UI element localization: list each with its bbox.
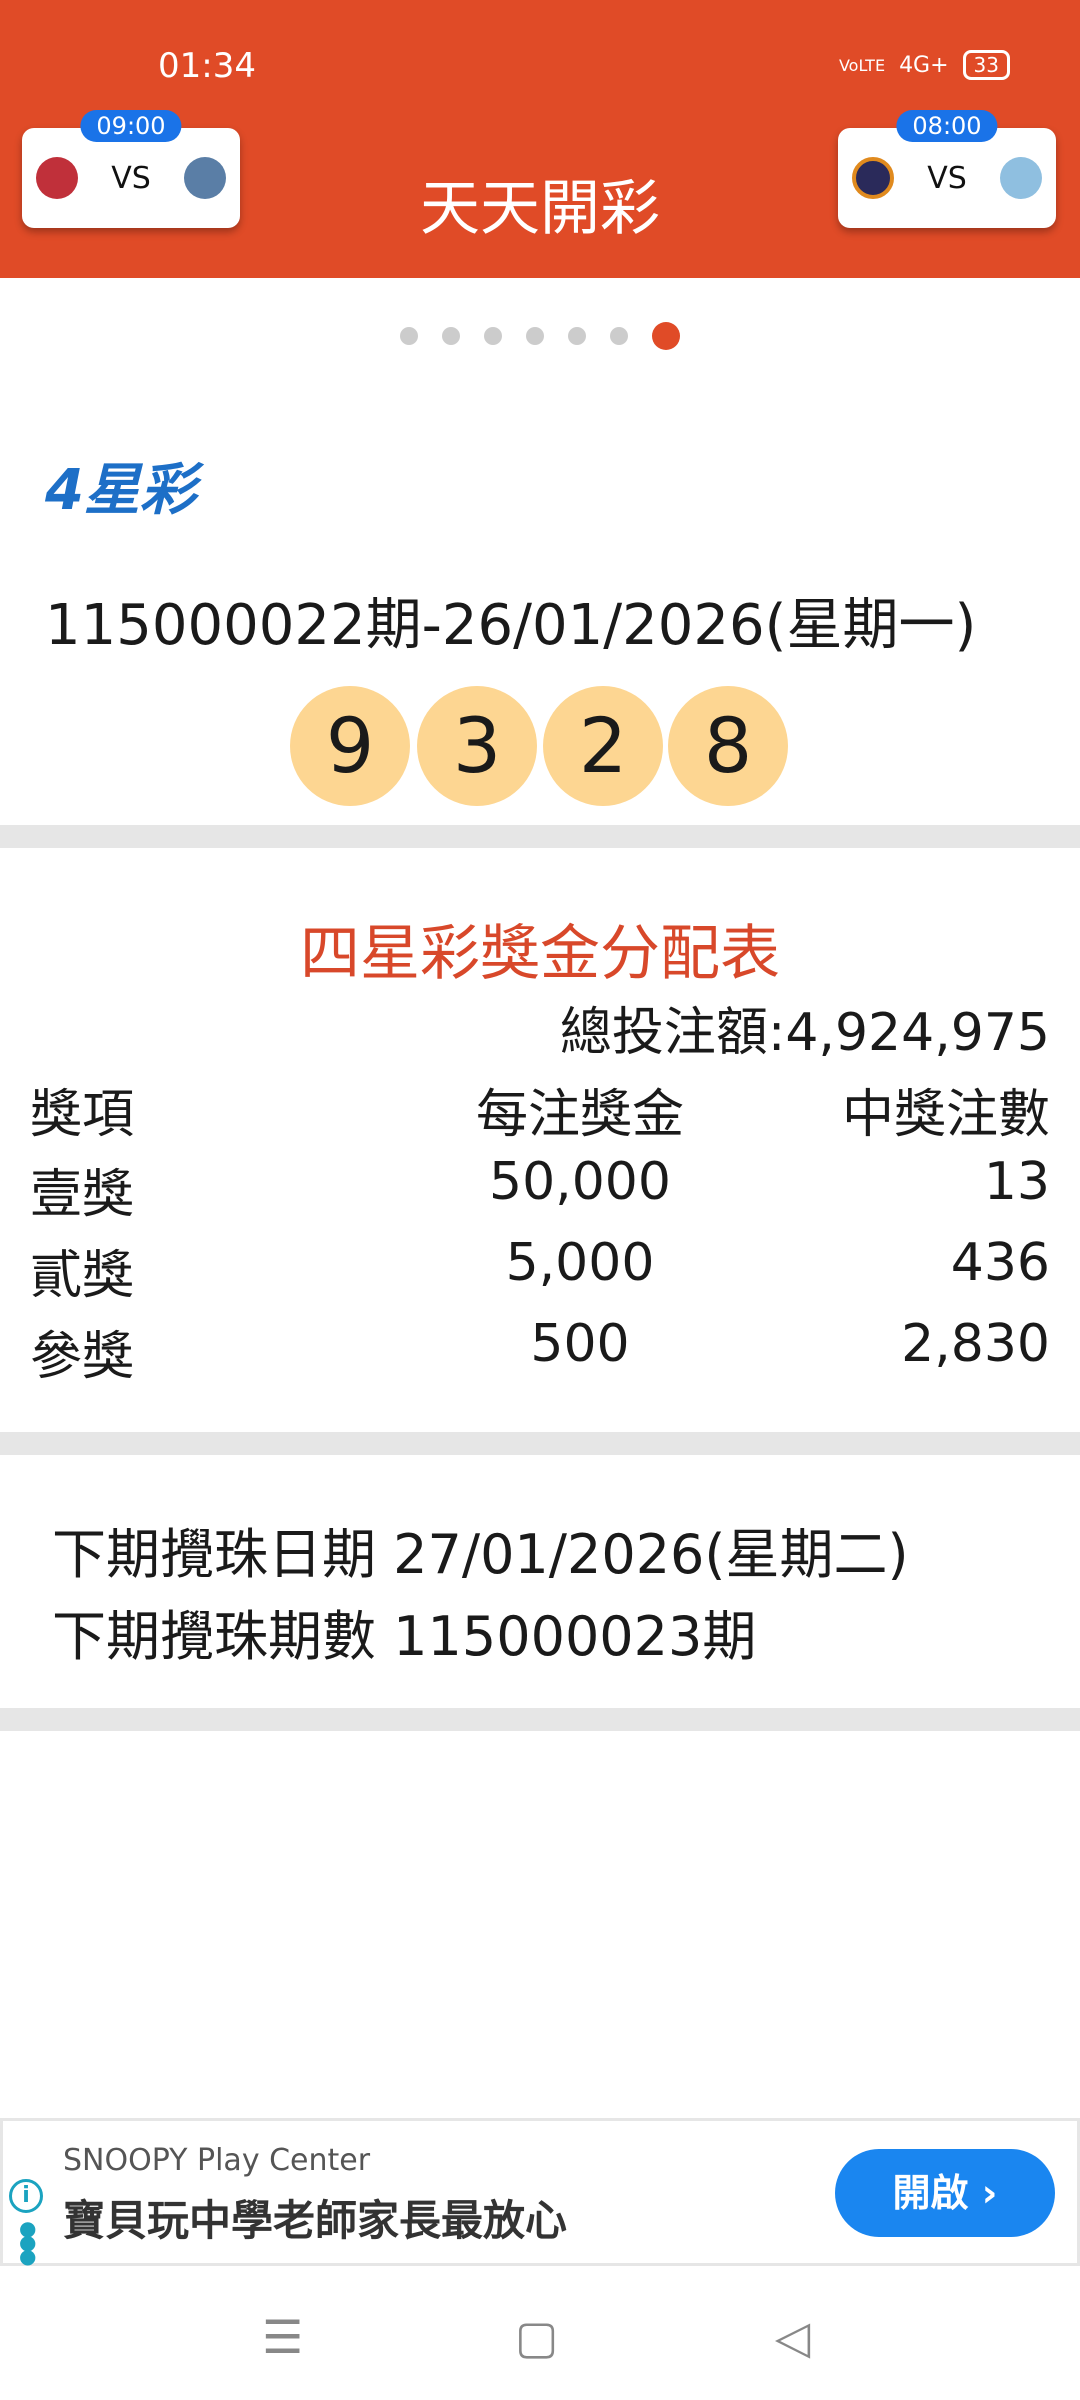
home-icon[interactable]: ▢	[515, 2310, 559, 2364]
header-cell: 中獎注數	[841, 1085, 1050, 1145]
vs-label: VS	[927, 160, 967, 196]
header-cell: 每注獎金	[475, 1085, 684, 1145]
result-ball: 3	[417, 686, 537, 806]
table-row: 參獎 500 2,830	[30, 1314, 1050, 1394]
ad-headline: 寶貝玩中學老師家長最放心	[63, 2196, 568, 2245]
result-ball: 8	[668, 686, 788, 806]
cell: 436	[950, 1233, 1050, 1293]
signal-icon: 4G+	[899, 52, 949, 78]
cell: 參獎	[30, 1327, 135, 1387]
app-header: 01:34 VoLTE 4G+ 33 09:00 VS 天天開彩 08:00 V…	[0, 0, 1080, 278]
team-logo-icon	[36, 157, 78, 199]
cell: 5,000	[505, 1233, 655, 1293]
carousel-dot[interactable]	[400, 327, 418, 345]
info-icon[interactable]: i	[9, 2179, 43, 2213]
next-draw-issue: 下期攪珠期數 115000023期	[52, 1605, 757, 1668]
menu-icon[interactable]: ☰	[262, 2310, 304, 2364]
carousel-dot-active[interactable]	[652, 322, 680, 350]
cell: 50,000	[489, 1152, 671, 1212]
match-time: 08:00	[896, 110, 998, 142]
status-time: 01:34	[158, 46, 256, 86]
table-row: 貳獎 5,000 436	[30, 1233, 1050, 1313]
team-logo-icon	[183, 157, 226, 199]
carousel-dot[interactable]	[442, 327, 460, 345]
status-icons: VoLTE 4G+ 33	[839, 50, 1010, 80]
header-cell: 獎項	[30, 1085, 135, 1145]
divider	[0, 1708, 1080, 1731]
vs-label: VS	[111, 160, 151, 196]
match-card-right[interactable]: 08:00 VS	[838, 110, 1056, 228]
next-draw-date: 下期攪珠日期 27/01/2026(星期二)	[52, 1523, 909, 1586]
ad-sponsor: SNOOPY Play Center	[63, 2143, 371, 2178]
cell: 貳獎	[30, 1246, 135, 1306]
result-ball: 2	[543, 686, 663, 806]
team-logo-icon	[852, 157, 894, 199]
battery-icon: 33	[962, 50, 1010, 80]
total-bet: 總投注額:4,924,975	[559, 1003, 1050, 1063]
divider	[0, 1432, 1080, 1455]
cell: 500	[530, 1314, 630, 1374]
cell: 13	[983, 1152, 1050, 1212]
match-card-left[interactable]: 09:00 VS	[22, 110, 240, 228]
divider	[0, 825, 1080, 848]
table-row: 壹獎 50,000 13	[30, 1152, 1050, 1232]
team-logo-icon	[999, 157, 1042, 199]
ad-open-button[interactable]: 開啟 ›	[835, 2149, 1055, 2237]
page-title: 天天開彩	[420, 174, 660, 244]
cell: 2,830	[901, 1314, 1050, 1374]
match-time: 09:00	[80, 110, 182, 142]
cell: 壹獎	[30, 1165, 135, 1225]
draw-info: 115000022期-26/01/2026(星期一)	[45, 593, 977, 658]
back-icon[interactable]: ◁	[775, 2310, 811, 2364]
carousel-dot[interactable]	[484, 327, 502, 345]
volte-icon: VoLTE	[838, 55, 886, 75]
prize-table-title: 四星彩獎金分配表	[300, 919, 780, 989]
lottery-logo: 4星彩	[45, 458, 196, 523]
more-options-icon[interactable]: ● ● ●	[19, 2216, 37, 2268]
carousel-dot[interactable]	[610, 327, 628, 345]
table-header: 獎項 每注獎金 中獎注數	[30, 1072, 1050, 1152]
carousel-indicator[interactable]	[0, 322, 1080, 350]
carousel-dot[interactable]	[526, 327, 544, 345]
ad-banner[interactable]: i ● ● ● SNOOPY Play Center 寶貝玩中學老師家長最放心 開啟…	[0, 2118, 1080, 2266]
carousel-dot[interactable]	[568, 327, 586, 345]
result-ball: 9	[290, 686, 410, 806]
